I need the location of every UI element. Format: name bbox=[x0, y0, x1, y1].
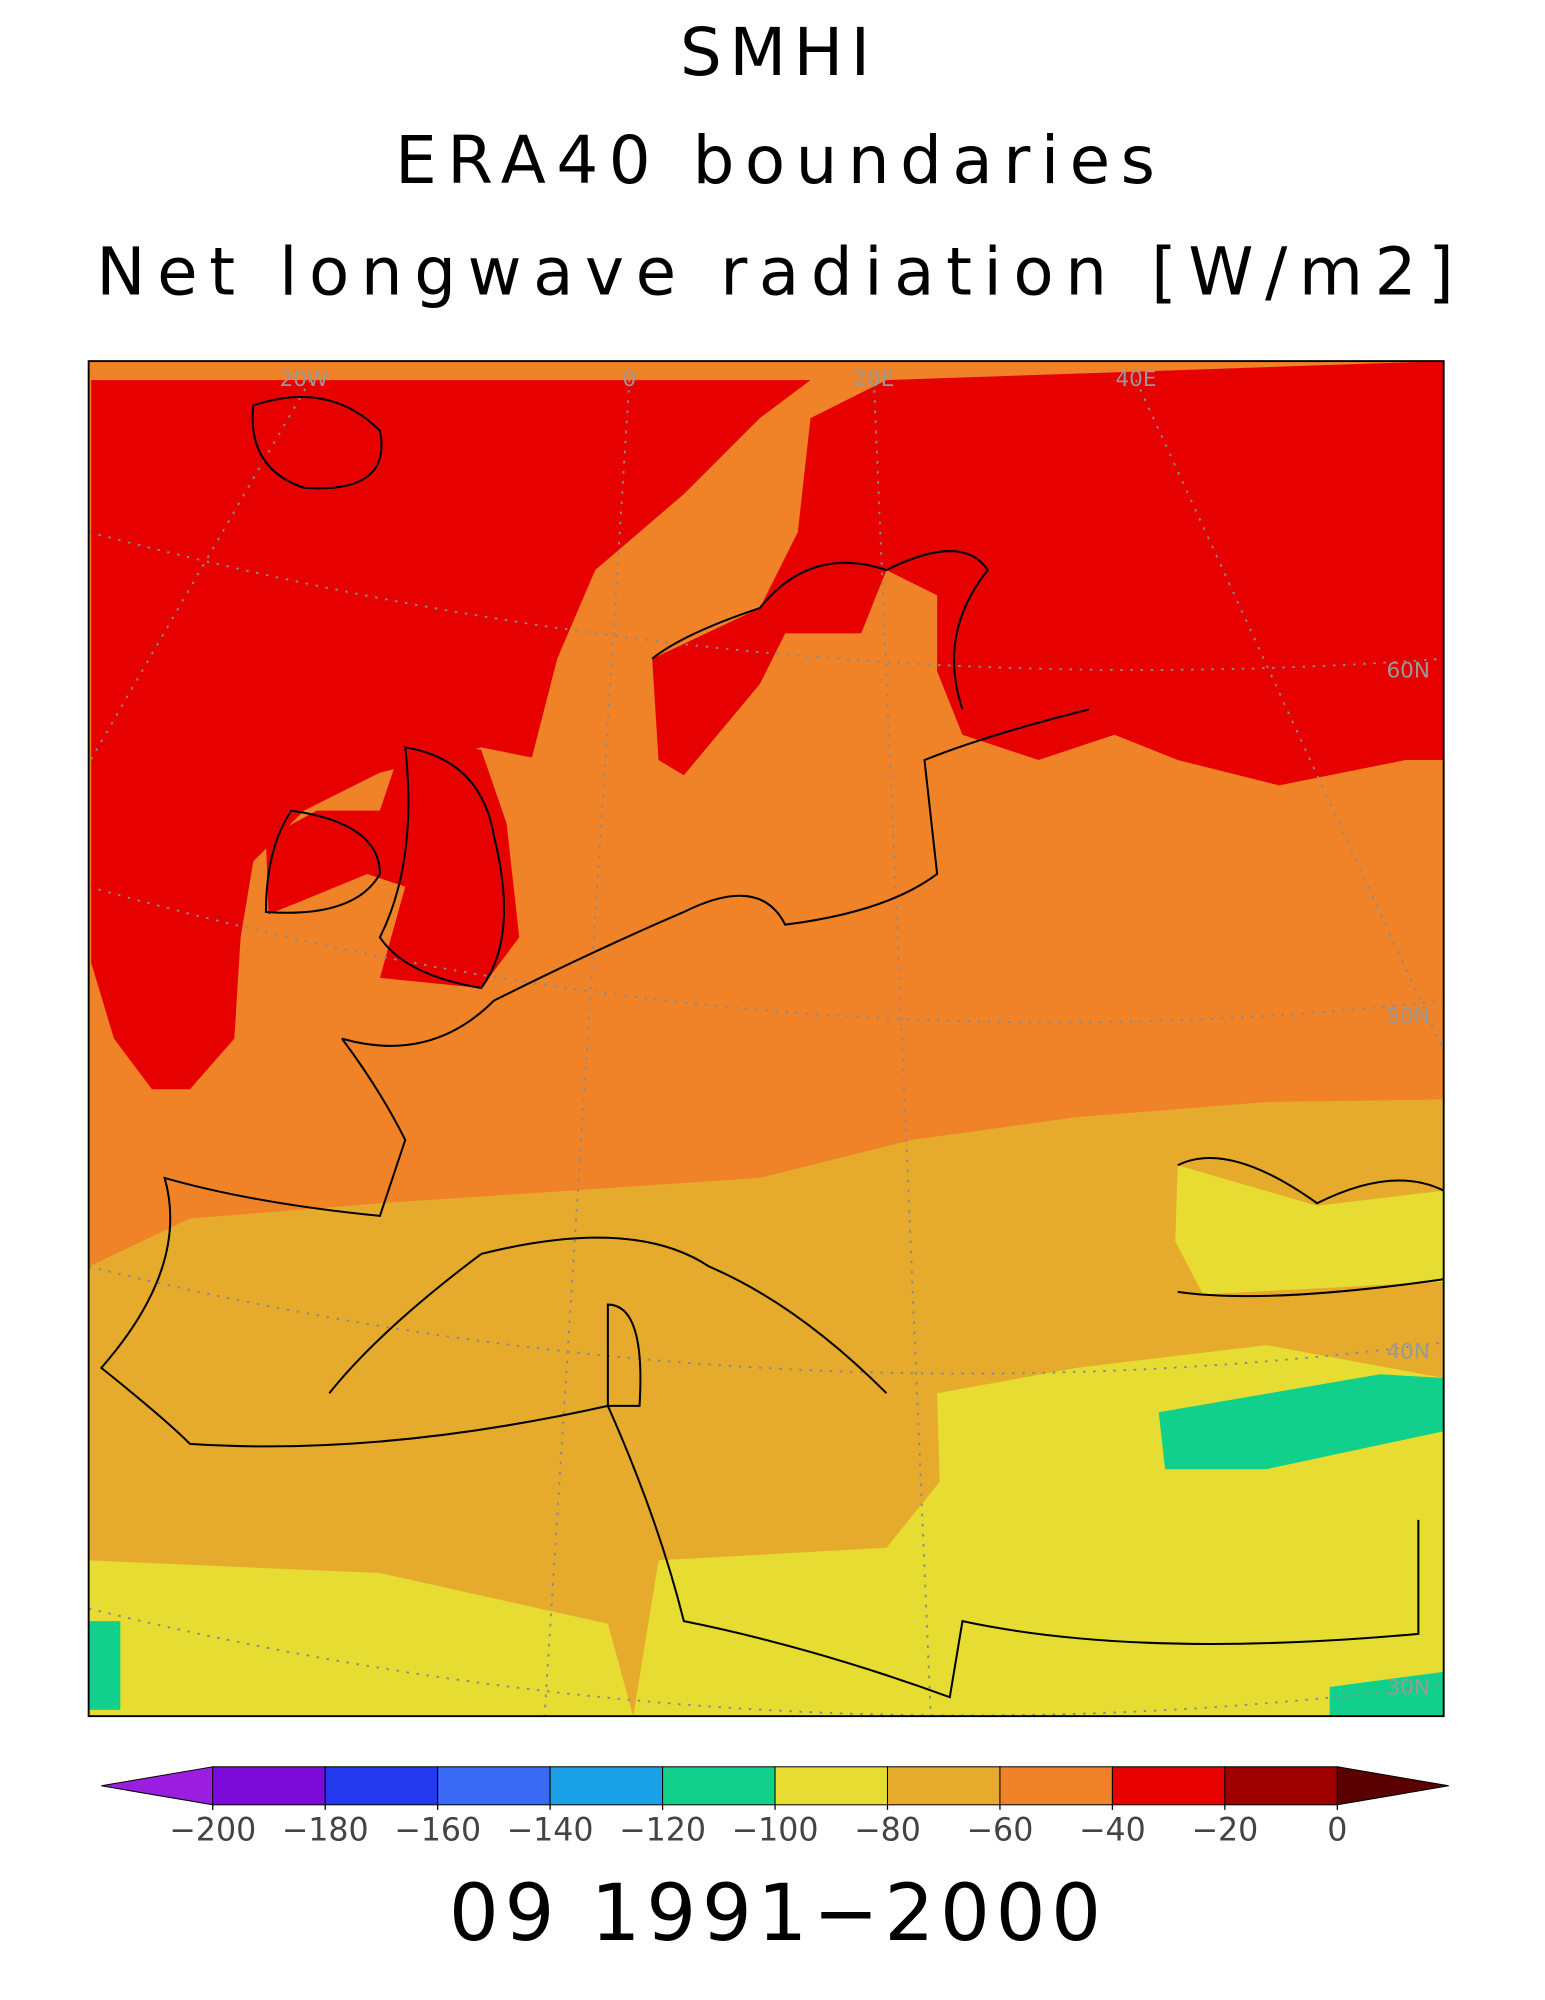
colorbar-tick-label: −60 bbox=[967, 1812, 1034, 1848]
field-yellow bbox=[88, 1560, 634, 1717]
colorbar-tick-label: −20 bbox=[1191, 1812, 1258, 1848]
field-green bbox=[1158, 1374, 1444, 1470]
map-frame bbox=[87, 360, 1445, 1718]
colorbar-box bbox=[212, 1766, 326, 1806]
field-red bbox=[652, 361, 1444, 786]
colorbar-box bbox=[662, 1766, 776, 1806]
graticule-label: 50N bbox=[1386, 1004, 1429, 1029]
map: 20W 0 20E 40E 60N 50N 40N 30N bbox=[87, 360, 1445, 1718]
colorbar: −200 −180 −160 −140 −120 −100 −80 −60 −40 −20 0 bbox=[101, 1766, 1449, 1848]
colorbar-box bbox=[886, 1766, 1001, 1806]
colorbar-tick-label: −80 bbox=[854, 1812, 921, 1848]
graticule-label: 60N bbox=[1386, 658, 1429, 683]
graticule-label: 0 bbox=[623, 367, 637, 392]
colorbar-box bbox=[1111, 1766, 1226, 1806]
footer-period: 09 1991−2000 bbox=[449, 1867, 1101, 1959]
colorbar-tick-label: −180 bbox=[282, 1812, 369, 1848]
graticule bbox=[88, 379, 1444, 1717]
colorbar-box bbox=[437, 1766, 551, 1806]
title-line: Net longwave radiation [W/m2] bbox=[96, 233, 1454, 310]
colorbar-tick-label: −140 bbox=[507, 1812, 594, 1848]
colorbar-box bbox=[774, 1766, 888, 1806]
graticule-label: 20W bbox=[280, 367, 329, 392]
colorbar-tick-label: −200 bbox=[169, 1812, 256, 1848]
colorbar-box bbox=[324, 1766, 439, 1806]
field-green bbox=[1329, 1671, 1444, 1717]
field-red bbox=[265, 734, 520, 988]
title-line: ERA40 boundaries bbox=[395, 122, 1155, 199]
field-green bbox=[88, 1621, 121, 1710]
colorbar-tick-label: −120 bbox=[619, 1812, 706, 1848]
colorbar-tick-label: −40 bbox=[1079, 1812, 1146, 1848]
title-line: SMHI bbox=[680, 14, 870, 91]
graticule-label: 30N bbox=[1386, 1675, 1429, 1700]
colorbar-tick-label: −100 bbox=[732, 1812, 819, 1848]
field-yellow bbox=[1175, 1165, 1444, 1295]
colorbar-tick-label: 0 bbox=[1327, 1812, 1347, 1848]
field-red bbox=[91, 380, 811, 1090]
graticule-label: 40N bbox=[1386, 1340, 1429, 1365]
coastline bbox=[251, 396, 642, 1407]
colorbar-extend bbox=[101, 1766, 214, 1806]
coastline bbox=[99, 550, 1444, 1699]
colorbar-extend bbox=[1336, 1766, 1449, 1806]
colorbar-box bbox=[1224, 1766, 1338, 1806]
colorbar-box bbox=[549, 1766, 664, 1806]
graticule-label: 20E bbox=[853, 367, 894, 392]
colorbar-box bbox=[999, 1766, 1113, 1806]
graticule-label: 40E bbox=[1115, 367, 1156, 392]
colorbar-tick-label: −160 bbox=[394, 1812, 481, 1848]
